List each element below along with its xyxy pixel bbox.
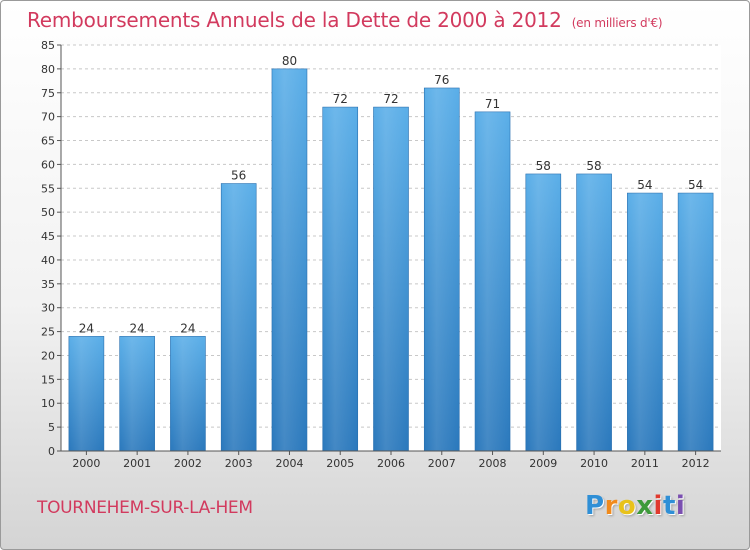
bar-2002 [170, 336, 206, 452]
logo-letter: i [653, 491, 663, 521]
logo-letter: o [617, 491, 637, 521]
data-label: 24 [130, 321, 145, 335]
y-tick-label: 45 [41, 230, 55, 243]
x-tick-label: 2007 [428, 457, 456, 470]
logo-letter: t [662, 491, 676, 521]
bar-sheen [221, 183, 257, 452]
bar-2007 [423, 87, 460, 452]
x-tick-label: 2011 [631, 457, 659, 470]
y-tick-label: 0 [48, 445, 55, 458]
y-tick-label: 30 [41, 302, 55, 315]
data-label: 76 [434, 73, 449, 87]
x-tick-label: 2008 [479, 457, 507, 470]
x-tick-label: 2010 [580, 457, 608, 470]
bar-sheen [170, 336, 206, 451]
chart-subtitle: (en milliers d'€) [571, 16, 663, 30]
logo-letter: r [604, 491, 618, 521]
bar-2006 [373, 106, 409, 452]
data-label: 24 [180, 321, 195, 335]
bar-2012 [677, 192, 714, 452]
y-axis: 0 5 10 15 20 25 30 35 40 45 50 55 60 65 70 75 80 85 [41, 39, 62, 458]
bar-sheen [271, 68, 307, 451]
bar-2008 [474, 111, 511, 452]
x-tick-label: 2005 [326, 457, 354, 470]
logo-letter: i [675, 491, 686, 521]
y-tick-label: 35 [41, 278, 55, 291]
data-label: 24 [79, 321, 94, 335]
y-tick-label: 40 [41, 254, 55, 267]
chart-title-text: Remboursements Annuels de la Dette de 20… [27, 8, 562, 32]
bar-2009 [525, 173, 562, 452]
y-tick-label: 80 [41, 63, 55, 76]
data-label: 58 [536, 159, 551, 173]
proxiti-logo: Proxiti [585, 491, 685, 521]
x-tick-label: 2000 [72, 457, 100, 470]
data-label: 72 [333, 92, 348, 106]
y-tick-label: 65 [41, 135, 55, 148]
y-tick-label: 10 [41, 397, 55, 410]
bar-2004 [271, 68, 308, 452]
data-label: 54 [688, 178, 703, 192]
x-tick-label: 2009 [529, 457, 557, 470]
bar-2000 [68, 336, 105, 452]
x-tick-label: 2002 [174, 457, 202, 470]
y-tick-label: 25 [41, 326, 55, 339]
bar-2010 [576, 173, 612, 452]
bar-sheen [475, 111, 511, 451]
y-tick-label: 55 [41, 182, 55, 195]
bar-sheen [373, 107, 409, 451]
bar-sheen [322, 107, 358, 451]
x-tick-label: 2004 [275, 457, 303, 470]
logo-letter: x [636, 491, 654, 521]
y-tick-label: 20 [41, 349, 55, 362]
y-tick-label: 50 [41, 206, 55, 219]
y-tick-label: 15 [41, 373, 55, 386]
bars [68, 68, 714, 452]
y-tick-label: 60 [41, 158, 55, 171]
data-label: 72 [383, 92, 398, 106]
y-tick-label: 70 [41, 111, 55, 124]
x-tick-label: 2001 [123, 457, 151, 470]
bar-sheen [576, 173, 612, 451]
bar-sheen [678, 193, 714, 451]
data-label: 71 [485, 97, 500, 111]
bar-2001 [119, 336, 155, 452]
data-labels: 24 24 24 56 80 72 72 76 71 58 58 54 54 [79, 54, 704, 335]
x-axis: 2000 2001 2002 2003 2004 2005 2006 2007 2008 2009… [61, 450, 721, 470]
y-tick-label: 75 [41, 87, 55, 100]
bar-sheen [424, 87, 460, 452]
data-label: 80 [282, 54, 297, 68]
data-label: 58 [586, 159, 601, 173]
x-tick-label: 2003 [225, 457, 253, 470]
data-label: 54 [637, 178, 652, 192]
city-name: TOURNEHEM-SUR-LA-HEM [37, 498, 253, 518]
data-label: 56 [231, 169, 246, 183]
chart-title: Remboursements Annuels de la Dette de 20… [27, 8, 663, 32]
logo-letter: P [585, 491, 605, 521]
bar-sheen [525, 173, 561, 451]
bar-sheen [627, 193, 663, 451]
x-tick-label: 2006 [377, 457, 405, 470]
bar-2011 [627, 192, 663, 452]
y-tick-label: 85 [41, 39, 55, 52]
bar-sheen [68, 336, 104, 451]
bar-sheen [119, 336, 155, 451]
y-tick-label: 5 [48, 421, 55, 434]
bar-2005 [322, 106, 359, 452]
x-tick-label: 2012 [682, 457, 710, 470]
bar-2003 [220, 183, 257, 452]
